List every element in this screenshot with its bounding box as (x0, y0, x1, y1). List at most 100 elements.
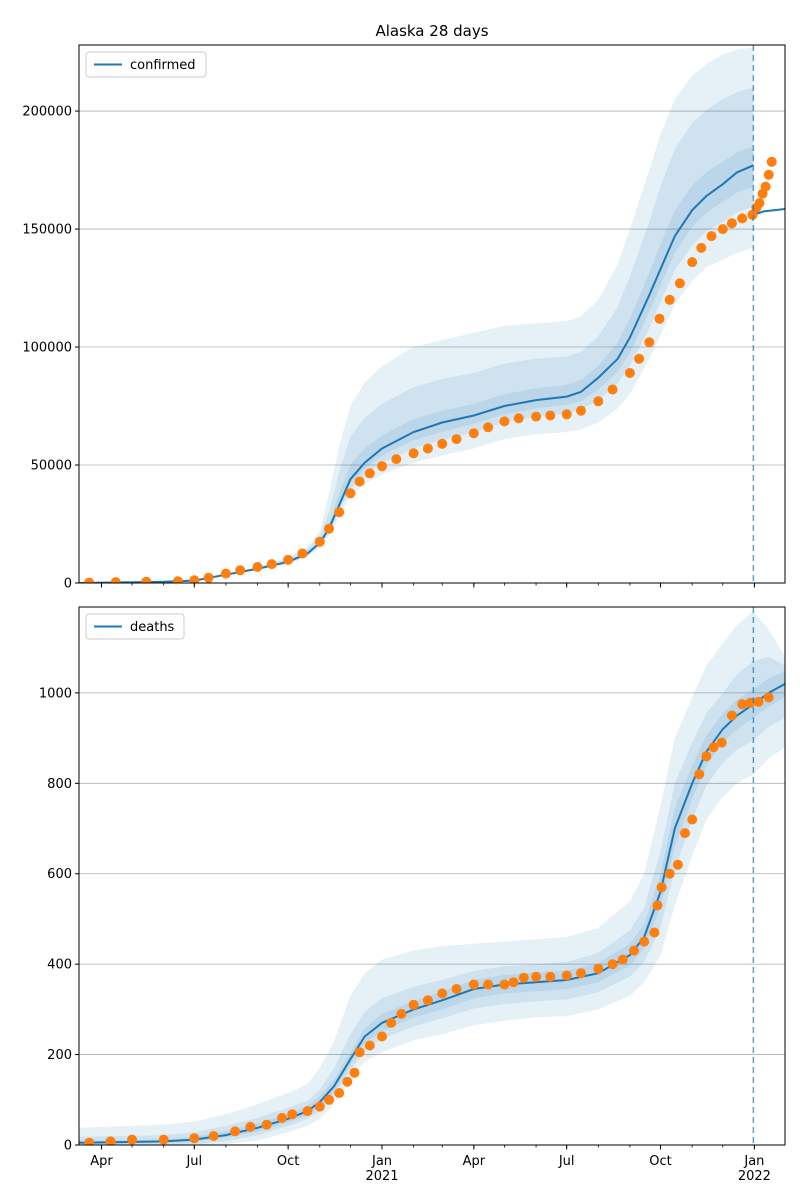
observed-point (708, 742, 719, 753)
observed-point (508, 977, 519, 988)
legend: deaths (85, 613, 185, 640)
observed-point (437, 988, 448, 999)
y-tick-label: 200 (47, 1048, 72, 1063)
observed-point (499, 416, 510, 427)
observed-point (287, 1109, 298, 1120)
observed-point (701, 751, 712, 762)
observed-point (726, 218, 737, 229)
y-tick-label: 1000 (39, 686, 72, 701)
axes-frame (78, 44, 786, 584)
observed-point (483, 979, 494, 990)
observed-point (561, 970, 572, 981)
observed-point (324, 1094, 334, 1105)
legend-label: deaths (130, 620, 175, 635)
observed-point (220, 568, 231, 579)
observed-point (766, 156, 777, 167)
axes-frame (78, 606, 786, 1146)
observed-point (672, 859, 683, 870)
observed-point (531, 971, 542, 982)
observed-point (716, 737, 727, 748)
legend-box (85, 613, 185, 640)
observed-point (687, 814, 698, 825)
observed-point (468, 428, 479, 439)
uncertainty-band-2 (79, 87, 754, 583)
observed-point (261, 1119, 272, 1130)
observed-point (422, 443, 433, 454)
observed-point (763, 169, 774, 180)
x-tick-label: Apr (463, 1154, 486, 1169)
x-tick-label: 2021 (365, 1169, 398, 1184)
observed-point (127, 1134, 138, 1145)
observed-point (694, 769, 705, 780)
uncertainty-band-3 (79, 146, 754, 583)
observed-point (680, 828, 690, 839)
observed-point (396, 1008, 407, 1019)
observed-point (706, 231, 717, 242)
observed-point (634, 353, 645, 364)
observed-point (364, 468, 375, 479)
x-tick-label: Oct (277, 1154, 299, 1169)
observed-point (334, 507, 345, 518)
observed-point (607, 959, 618, 970)
observed-point (391, 454, 402, 465)
observed-point (639, 936, 650, 947)
y-tick-label: 0 (64, 577, 72, 592)
x-tick-label: Jan (743, 1154, 764, 1169)
observed-point (314, 536, 325, 547)
observed-point (737, 699, 748, 710)
observed-point (617, 954, 628, 965)
observed-point (354, 476, 365, 487)
observed-point (377, 1031, 387, 1042)
observed-point (531, 411, 542, 422)
y-tick-label: 150000 (22, 223, 72, 238)
observed-point (545, 410, 556, 421)
observed-point (203, 572, 214, 583)
observed-point (652, 900, 663, 911)
observed-point (468, 979, 479, 990)
observed-point (451, 984, 462, 994)
observed-point (726, 710, 737, 721)
observed-point (189, 575, 200, 583)
observed-point (408, 448, 419, 459)
x-tick-label: 2022 (738, 1169, 771, 1184)
observed-point (189, 1133, 200, 1144)
observed-point (649, 927, 660, 938)
legend: confirmed (85, 51, 207, 78)
observed-point (235, 565, 246, 576)
observed-point (208, 1131, 219, 1141)
observed-point (483, 422, 494, 433)
forecast-line (753, 208, 785, 216)
y-tick-label: 200000 (22, 105, 72, 120)
x-tick-label: Jan (371, 1154, 392, 1169)
observed-point (754, 198, 765, 209)
observed-point (629, 945, 639, 956)
x-tick-label: Jul (185, 1154, 202, 1169)
observed-point (654, 313, 665, 324)
observed-point (499, 979, 510, 990)
observed-point (302, 1106, 313, 1117)
observed-point (334, 1088, 345, 1098)
observed-point (349, 1067, 360, 1078)
y-tick-label: 50000 (31, 459, 72, 474)
observed-point (437, 438, 448, 449)
observed-point (377, 461, 387, 472)
observed-point (158, 1134, 169, 1145)
y-tick-label: 100000 (22, 341, 72, 356)
observed-point (364, 1040, 375, 1051)
observed-point (283, 554, 294, 565)
plot-area (79, 47, 785, 583)
y-tick-label: 0 (64, 1139, 72, 1154)
observed-point (230, 1126, 241, 1137)
observed-point (576, 968, 586, 979)
y-tick-label: 600 (47, 867, 72, 882)
observed-point (342, 1076, 353, 1087)
observed-point (674, 278, 685, 289)
y-tick-label: 400 (47, 958, 72, 973)
observed-point (664, 868, 675, 879)
observed-point (297, 548, 308, 559)
x-tick-label: Oct (649, 1154, 671, 1169)
observed-point (687, 257, 698, 268)
observed-point (345, 488, 356, 499)
